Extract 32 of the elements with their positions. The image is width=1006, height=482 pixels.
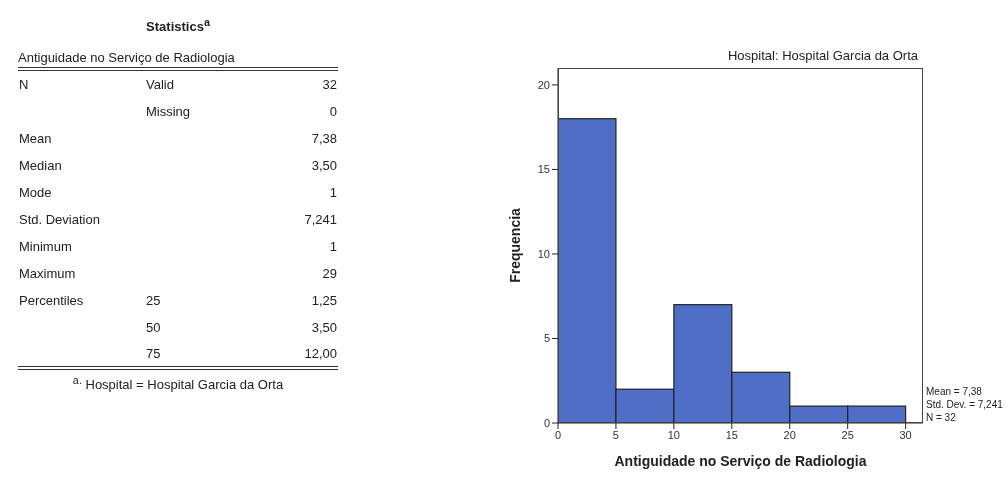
text: Missing 0 — [146, 104, 337, 120]
y-tick-label: 15 — [537, 163, 550, 176]
x-axis-title: Antiguidade no Serviço de Radiologia — [614, 453, 867, 469]
y-tick-label: 10 — [537, 247, 550, 260]
text: Percentiles 25 1,25 — [19, 293, 337, 309]
text: $^{a.}$ Hospital = Hospital Garcia da Orta — [71, 374, 285, 393]
x-tick-label: 20 — [783, 428, 796, 441]
x-tick-label: 5 — [612, 428, 619, 441]
text: Std. Deviation 7,241 — [19, 212, 337, 228]
text: Maximum 29 — [19, 266, 337, 282]
text: 50 3,50 — [146, 320, 337, 336]
text: Antiguidade no Serviço de Radiologia — [18, 50, 338, 72]
x-tick-label: 10 — [667, 428, 680, 441]
text: Mean = 7,38 — [926, 385, 983, 398]
text: Std. Dev. = 7,241 — [926, 398, 1003, 411]
y-tick-label: 20 — [537, 78, 550, 91]
x-tick-label: 15 — [725, 428, 738, 441]
y-axis-title: Frequencia — [506, 207, 523, 283]
y-tick-label: 0 — [543, 416, 550, 429]
text: Median 3,50 — [19, 158, 337, 174]
x-tick-label: 0 — [554, 428, 562, 441]
text: Mode 1 — [19, 185, 337, 201]
x-tick-label: 30 — [899, 428, 912, 441]
x-tick-label: 25 — [841, 428, 854, 441]
text: Minimum 1 — [19, 239, 337, 255]
text: 75 12,00 — [146, 346, 337, 362]
chart-title: Hospital: Hospital Garcia da Orta — [727, 48, 918, 63]
text: N Valid 32 — [19, 77, 337, 93]
y-tick-label: 5 — [543, 332, 550, 345]
text: N = 32 — [926, 411, 957, 424]
text: Statistics$^{a}$ — [145, 16, 211, 35]
text: Mean 7,38 — [19, 131, 337, 147]
